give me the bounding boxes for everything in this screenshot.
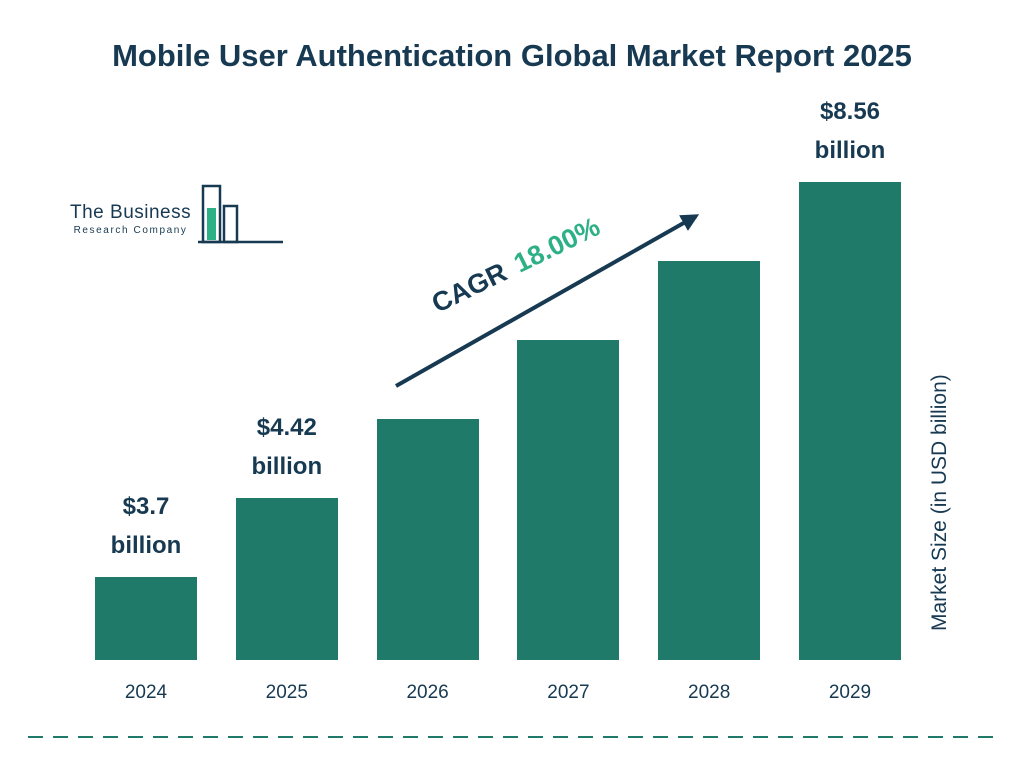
x-axis-label: 2029	[828, 682, 872, 703]
bar-2026	[376, 419, 479, 660]
bottom-dashed-divider	[28, 736, 996, 738]
bar-group: 2026	[376, 419, 479, 703]
chart-title: Mobile User Authentication Global Market…	[112, 38, 912, 73]
bar-2024	[95, 577, 197, 660]
x-axis-label: 2025	[265, 682, 308, 703]
bar-2028	[658, 261, 761, 660]
bar-value-label: $3.7 billion	[110, 493, 182, 559]
company-logo: The Business Research Company	[70, 178, 290, 250]
company-logo-text: The Business Research Company	[70, 202, 191, 236]
logo-bar-chart-icon	[198, 184, 284, 244]
bar-2029	[798, 182, 901, 660]
bar-value-label: $4.42 billion	[251, 414, 323, 480]
logo-name-top: The Business	[70, 202, 192, 223]
bar-value-label: $8.56 billion	[814, 98, 886, 164]
x-axis-label: 2028	[688, 682, 731, 703]
bar-group: 2027	[517, 340, 620, 703]
bars-container: $3.7 billion 2024 $4.42 billion 2025 2026 2027 2…	[95, 60, 901, 703]
bar-2025	[235, 498, 338, 660]
bar-group: $3.7 billion 2024	[95, 488, 197, 703]
x-axis-label: 2024	[124, 682, 168, 703]
bar-group: 2028	[658, 261, 761, 703]
bar-group: $8.56 billion 2029	[798, 93, 901, 703]
bar-group: $4.42 billion 2025	[235, 409, 338, 703]
logo-name-bottom: Research Company	[73, 225, 188, 236]
y-axis-title: Market Size (in USD billion)	[928, 374, 951, 632]
x-axis-label: 2027	[547, 682, 590, 703]
bar-2027	[517, 340, 620, 660]
x-axis-label: 2026	[406, 682, 449, 703]
